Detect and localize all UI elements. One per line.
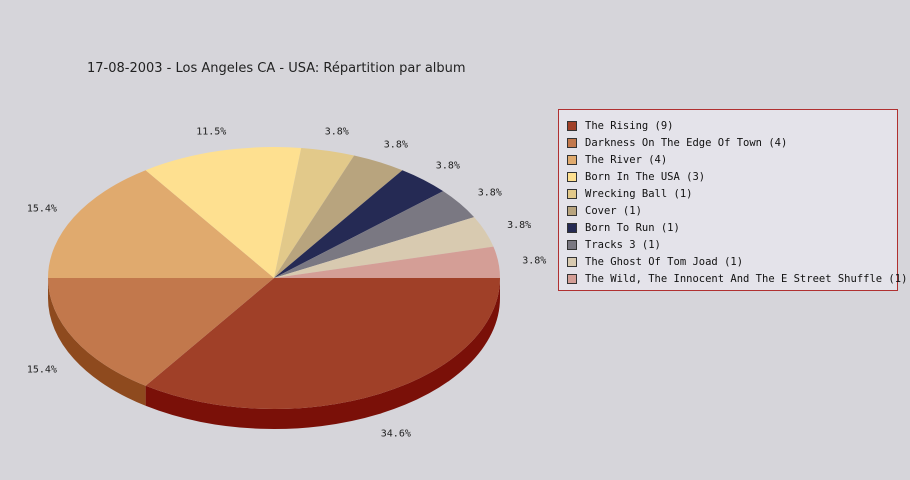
legend-item: The Ghost Of Tom Joad (1) (567, 253, 897, 270)
legend-label: Born To Run (1) (585, 221, 680, 234)
pie-percent-label-1: 15.4% (27, 365, 57, 376)
legend-label: The Wild, The Innocent And The E Street … (585, 272, 908, 285)
pie-percent-label-0: 34.6% (381, 429, 411, 440)
legend-item: Cover (1) (567, 202, 897, 219)
pie-slice-5 (274, 155, 403, 278)
legend-swatch (567, 222, 577, 233)
pie-percent-label-7: 3.8% (478, 188, 502, 199)
legend-label: Darkness On The Edge Of Town (4) (585, 136, 788, 149)
legend-swatch (567, 154, 577, 165)
legend-item: Wrecking Ball (1) (567, 185, 897, 202)
pie-slice-7 (274, 191, 475, 278)
legend-label: Tracks 3 (1) (585, 238, 661, 251)
legend-item: Darkness On The Edge Of Town (4) (567, 134, 897, 151)
pie-percent-label-6: 3.8% (436, 160, 460, 171)
pie-percent-label-4: 3.8% (325, 126, 349, 137)
legend-swatch (567, 256, 577, 267)
pie-slice-3 (145, 147, 302, 278)
legend-swatch (567, 137, 577, 148)
legend-swatch (567, 273, 577, 284)
pie-percent-label-3: 11.5% (196, 126, 226, 137)
pie-slice-9 (274, 246, 500, 278)
legend-item: Tracks 3 (1) (567, 236, 897, 253)
legend-label: Wrecking Ball (1) (585, 187, 693, 200)
legend-swatch (567, 239, 577, 250)
pie-slice-side-1 (48, 278, 146, 406)
legend-label: The Ghost Of Tom Joad (1) (585, 255, 744, 268)
chart-title: 17-08-2003 - Los Angeles CA - USA: Répar… (87, 61, 466, 76)
pie-percent-label-8: 3.8% (507, 220, 531, 231)
legend-item: The River (4) (567, 151, 897, 168)
legend-item: Born To Run (1) (567, 219, 897, 236)
pie-percent-label-5: 3.8% (384, 139, 408, 150)
legend-label: The Rising (9) (585, 119, 674, 132)
legend-swatch (567, 120, 577, 131)
pie-percent-label-9: 3.8% (522, 256, 546, 267)
pie-slice-6 (274, 170, 444, 278)
pie-slice-0 (145, 278, 500, 410)
pie-slice-1 (48, 278, 274, 386)
pie-chart: 34.6% 15.4% 15.4% 11.5% 3.8% 3.8% 3.8% 3.8% 3.8%… (27, 126, 546, 440)
pie-slice-4 (274, 147, 355, 278)
pie-slice-8 (274, 217, 494, 278)
pie-slice-2 (48, 170, 274, 278)
legend-swatch (567, 205, 577, 216)
pie-percent-label-2: 15.4% (27, 203, 57, 214)
legend-swatch (567, 188, 577, 199)
pie-slice-side-0 (145, 278, 500, 430)
legend-label: Born In The USA (3) (585, 170, 706, 183)
legend-swatch (567, 171, 577, 182)
legend-item: The Wild, The Innocent And The E Street … (567, 270, 907, 287)
legend-label: Cover (1) (585, 204, 642, 217)
legend-item: Born In The USA (3) (567, 168, 897, 185)
legend-item: The Rising (9) (567, 117, 897, 134)
chart-legend: The Rising (9) Darkness On The Edge Of To… (558, 109, 907, 291)
legend-label: The River (4) (585, 153, 668, 166)
